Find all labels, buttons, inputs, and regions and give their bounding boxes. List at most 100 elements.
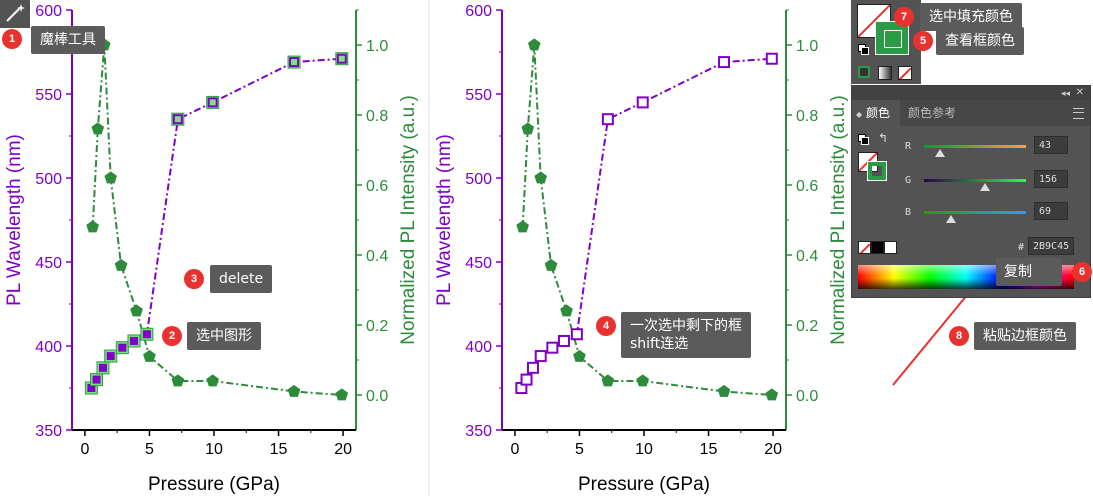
panel-stroke-swatch[interactable] <box>867 161 887 181</box>
wavelength-marker <box>207 97 218 108</box>
wavelength-marker <box>718 56 731 69</box>
default-colors-icon[interactable] <box>858 44 869 55</box>
y2-tick-label: 0.6 <box>796 178 818 195</box>
x-tick-label: 10 <box>205 441 223 458</box>
y2-tick-label: 0.0 <box>366 388 388 405</box>
b-value-field[interactable]: 69 <box>1034 202 1068 220</box>
y2-tick-label: 0.2 <box>796 318 818 335</box>
y-tick-label: 550 <box>35 87 62 104</box>
none-icon <box>899 67 911 79</box>
double-chevron-icon[interactable]: ◂◂ <box>1060 88 1070 98</box>
swap-arrow-icon[interactable]: ↰ <box>878 131 889 145</box>
step-badge-1: 1 <box>2 29 22 49</box>
b-thumb[interactable] <box>946 215 956 223</box>
callout-magic-wand: 魔棒工具 <box>31 26 105 54</box>
close-icon[interactable]: ✕ <box>1075 87 1084 98</box>
gradient-mode-button[interactable] <box>878 66 892 80</box>
intensity-marker <box>717 384 731 397</box>
wavelength-marker <box>142 330 151 339</box>
callout-delete: delete <box>210 265 273 293</box>
intensity-marker <box>114 258 128 271</box>
y-tick-label: 400 <box>465 339 492 356</box>
step-badge-6: 6 <box>1072 262 1092 282</box>
y2-tick-label: 0.8 <box>366 108 388 125</box>
x-tick-label: 15 <box>700 441 718 458</box>
hamburger-menu-icon[interactable] <box>1073 108 1084 119</box>
chart-separator <box>428 0 430 496</box>
wavelength-marker <box>129 336 138 345</box>
y2-tick-label: 0.0 <box>796 388 818 405</box>
step-badge-5: 5 <box>913 31 933 51</box>
r-value-field[interactable]: 43 <box>1034 136 1068 154</box>
y-tick-label: 450 <box>465 255 492 272</box>
chart-right: 0 5 10 15 20 350 400 450 500 550 600 0.0 0.2 0.4 0.6 0.… <box>434 3 849 495</box>
intensity-marker <box>171 374 185 387</box>
magic-wand-tool-button[interactable] <box>0 0 30 28</box>
y2-tick-label: 0.6 <box>366 178 388 195</box>
intensity-marker <box>573 349 586 362</box>
r-slider[interactable] <box>924 145 1026 148</box>
none-mode-button[interactable] <box>898 66 912 80</box>
x-axis-title: Pressure (GPa) <box>148 474 280 495</box>
b-slider[interactable] <box>924 211 1026 214</box>
y-tick-label: 500 <box>35 171 62 188</box>
step-badge-2: 2 <box>162 326 182 346</box>
hex-hash-label: # <box>1018 242 1025 253</box>
intensity-marker <box>91 122 105 135</box>
wavelength-marker <box>92 375 101 384</box>
callout-view-stroke: 查看框颜色 <box>936 27 1024 55</box>
g-thumb[interactable] <box>980 183 990 191</box>
y2-tick-label: 0.4 <box>796 248 818 265</box>
color-mode-button[interactable] <box>858 66 870 78</box>
default-colors-icon[interactable] <box>858 134 869 145</box>
r-label: R <box>905 141 912 152</box>
y2-axis-title: Normalized PL Intensity (a.u.) <box>828 95 849 345</box>
y-tick-label: 500 <box>465 171 492 188</box>
wavelength-marker <box>546 341 559 354</box>
intensity-marker <box>544 258 558 271</box>
callout-shift-select-line2: shift连选 <box>630 336 689 352</box>
y-tick-label: 550 <box>465 87 492 104</box>
x-tick-label: 15 <box>270 441 288 458</box>
intensity-marker <box>206 374 219 387</box>
step-badge-7: 7 <box>894 7 914 27</box>
y2-axis-title: Normalized PL Intensity (a.u.) <box>398 95 419 345</box>
x-tick-label: 5 <box>575 441 584 458</box>
y-tick-label: 400 <box>35 339 62 356</box>
none-swatch[interactable] <box>858 241 871 254</box>
wavelength-marker <box>172 114 183 125</box>
white-swatch[interactable] <box>884 241 897 254</box>
wavelength-marker <box>520 373 533 386</box>
tab-reference-label: 颜色参考 <box>908 106 957 120</box>
y2-tick-label: 1.0 <box>796 38 818 55</box>
y2-tick-label: 0.8 <box>796 108 818 125</box>
intensity-marker <box>521 122 535 135</box>
hex-value-field[interactable]: 2B9C45 <box>1028 237 1074 255</box>
intensity-marker <box>601 374 615 387</box>
g-slider[interactable] <box>924 179 1026 182</box>
r-thumb[interactable] <box>935 149 945 157</box>
intensity-marker <box>516 220 529 233</box>
intensity-marker <box>765 388 779 401</box>
intensity-marker <box>130 304 143 317</box>
black-swatch[interactable] <box>871 241 884 254</box>
panel-tabs: ◆ 颜色 颜色参考 <box>852 100 1090 126</box>
stroke-swatch[interactable] <box>875 21 909 55</box>
callout-shift-select: 一次选中剩下的框 shift连选 <box>621 312 751 358</box>
chart-left: 0 5 10 15 20 350 400 450 500 550 600 0.0 0.2 0.4 0.6 0.… <box>4 3 419 495</box>
y-axis-title: PL Wavelength (nm) <box>434 134 455 306</box>
intensity-marker <box>534 171 547 184</box>
tab-color[interactable]: ◆ 颜色 <box>852 100 900 126</box>
wavelength-marker <box>765 52 778 65</box>
g-value-field[interactable]: 156 <box>1034 170 1068 188</box>
none-icon <box>859 243 870 253</box>
step-badge-8: 8 <box>949 326 969 346</box>
tab-color-reference[interactable]: 颜色参考 <box>908 100 956 126</box>
x-tick-label: 0 <box>510 441 519 458</box>
panel-titlebar: ◂◂ ✕ <box>852 86 1090 100</box>
wavelength-marker <box>570 328 583 341</box>
wavelength-marker <box>534 350 547 363</box>
x-tick-label: 20 <box>764 441 782 458</box>
intensity-marker <box>636 374 649 387</box>
g-label: G <box>905 175 912 186</box>
